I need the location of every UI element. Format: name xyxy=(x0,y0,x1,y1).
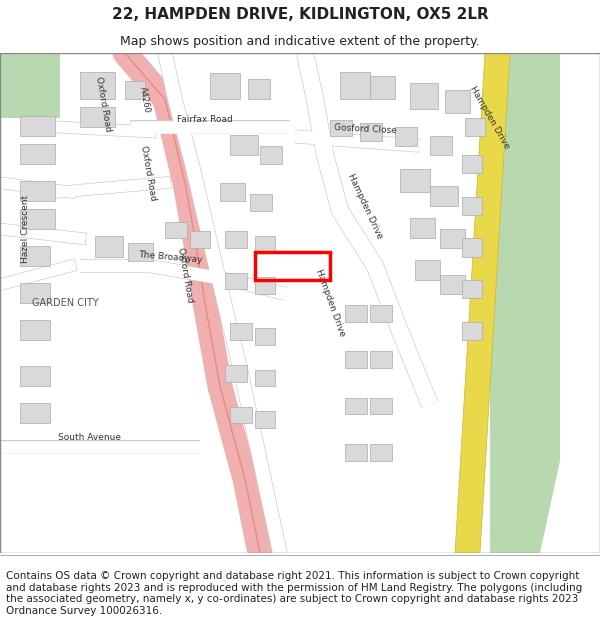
Bar xyxy=(128,243,153,261)
Text: Hampden Drive: Hampden Drive xyxy=(469,85,512,151)
Bar xyxy=(20,403,50,424)
Bar xyxy=(370,398,392,414)
Bar xyxy=(462,280,482,299)
Bar xyxy=(20,366,50,386)
Bar xyxy=(345,398,367,414)
Bar xyxy=(20,209,55,229)
Bar xyxy=(190,231,210,248)
Bar xyxy=(20,320,50,340)
Bar xyxy=(250,194,272,211)
Bar xyxy=(430,186,458,206)
Bar xyxy=(440,229,465,248)
Bar xyxy=(165,222,187,238)
Bar xyxy=(255,236,275,252)
Bar xyxy=(20,181,55,201)
Bar xyxy=(400,169,430,192)
Bar xyxy=(395,127,417,146)
Bar xyxy=(370,444,392,461)
Bar xyxy=(255,370,275,386)
Bar xyxy=(20,282,50,303)
Bar xyxy=(370,76,395,99)
Bar xyxy=(260,146,282,164)
Bar xyxy=(410,218,435,238)
Bar xyxy=(462,238,482,257)
Bar xyxy=(220,182,245,201)
Bar xyxy=(95,236,123,257)
Text: Contains OS data © Crown copyright and database right 2021. This information is : Contains OS data © Crown copyright and d… xyxy=(6,571,582,616)
Bar xyxy=(225,365,247,382)
Bar xyxy=(345,444,367,461)
Bar xyxy=(340,72,370,99)
Polygon shape xyxy=(490,53,560,553)
Bar xyxy=(20,144,55,164)
Bar xyxy=(20,116,55,136)
Text: Hampden Drive: Hampden Drive xyxy=(346,172,384,240)
Bar xyxy=(20,246,50,266)
Bar xyxy=(445,90,470,113)
Polygon shape xyxy=(455,53,510,553)
Bar xyxy=(80,107,115,128)
Bar xyxy=(230,134,258,155)
Text: South Avenue: South Avenue xyxy=(59,433,121,442)
Text: GARDEN CITY: GARDEN CITY xyxy=(32,298,98,308)
Text: Fairfax Road: Fairfax Road xyxy=(177,115,233,124)
Bar xyxy=(330,120,352,136)
Bar xyxy=(255,278,275,294)
Bar xyxy=(370,305,392,322)
Text: Hazel Crescent: Hazel Crescent xyxy=(20,195,29,263)
Bar xyxy=(430,136,452,155)
Bar xyxy=(370,351,392,368)
Bar xyxy=(248,79,270,99)
Bar xyxy=(440,276,465,294)
Bar xyxy=(360,122,382,141)
Bar xyxy=(462,155,482,174)
Bar xyxy=(410,82,438,109)
Bar xyxy=(225,231,247,248)
Bar xyxy=(210,74,240,99)
Text: Oxford Road: Oxford Road xyxy=(176,247,194,304)
Polygon shape xyxy=(0,53,60,118)
Text: The Broadway: The Broadway xyxy=(137,249,202,264)
Text: A4260: A4260 xyxy=(138,86,152,113)
Bar xyxy=(255,253,330,280)
Text: Oxford Road: Oxford Road xyxy=(139,145,157,202)
Bar xyxy=(465,118,485,136)
Text: Map shows position and indicative extent of the property.: Map shows position and indicative extent… xyxy=(120,35,480,48)
Bar xyxy=(230,324,252,340)
Text: Hampden Drive: Hampden Drive xyxy=(314,268,346,338)
Bar xyxy=(80,72,115,99)
Text: Gosford Close: Gosford Close xyxy=(334,123,397,135)
Text: 22, HAMPDEN DRIVE, KIDLINGTON, OX5 2LR: 22, HAMPDEN DRIVE, KIDLINGTON, OX5 2LR xyxy=(112,8,488,22)
Bar xyxy=(125,81,145,99)
Bar xyxy=(225,272,247,289)
Bar xyxy=(230,407,252,424)
Bar xyxy=(255,411,275,428)
Bar xyxy=(255,328,275,345)
Bar xyxy=(462,322,482,340)
Bar xyxy=(415,259,440,280)
Bar xyxy=(462,197,482,215)
Bar xyxy=(345,351,367,368)
Bar xyxy=(345,305,367,322)
Text: Oxford Road: Oxford Road xyxy=(94,76,112,132)
